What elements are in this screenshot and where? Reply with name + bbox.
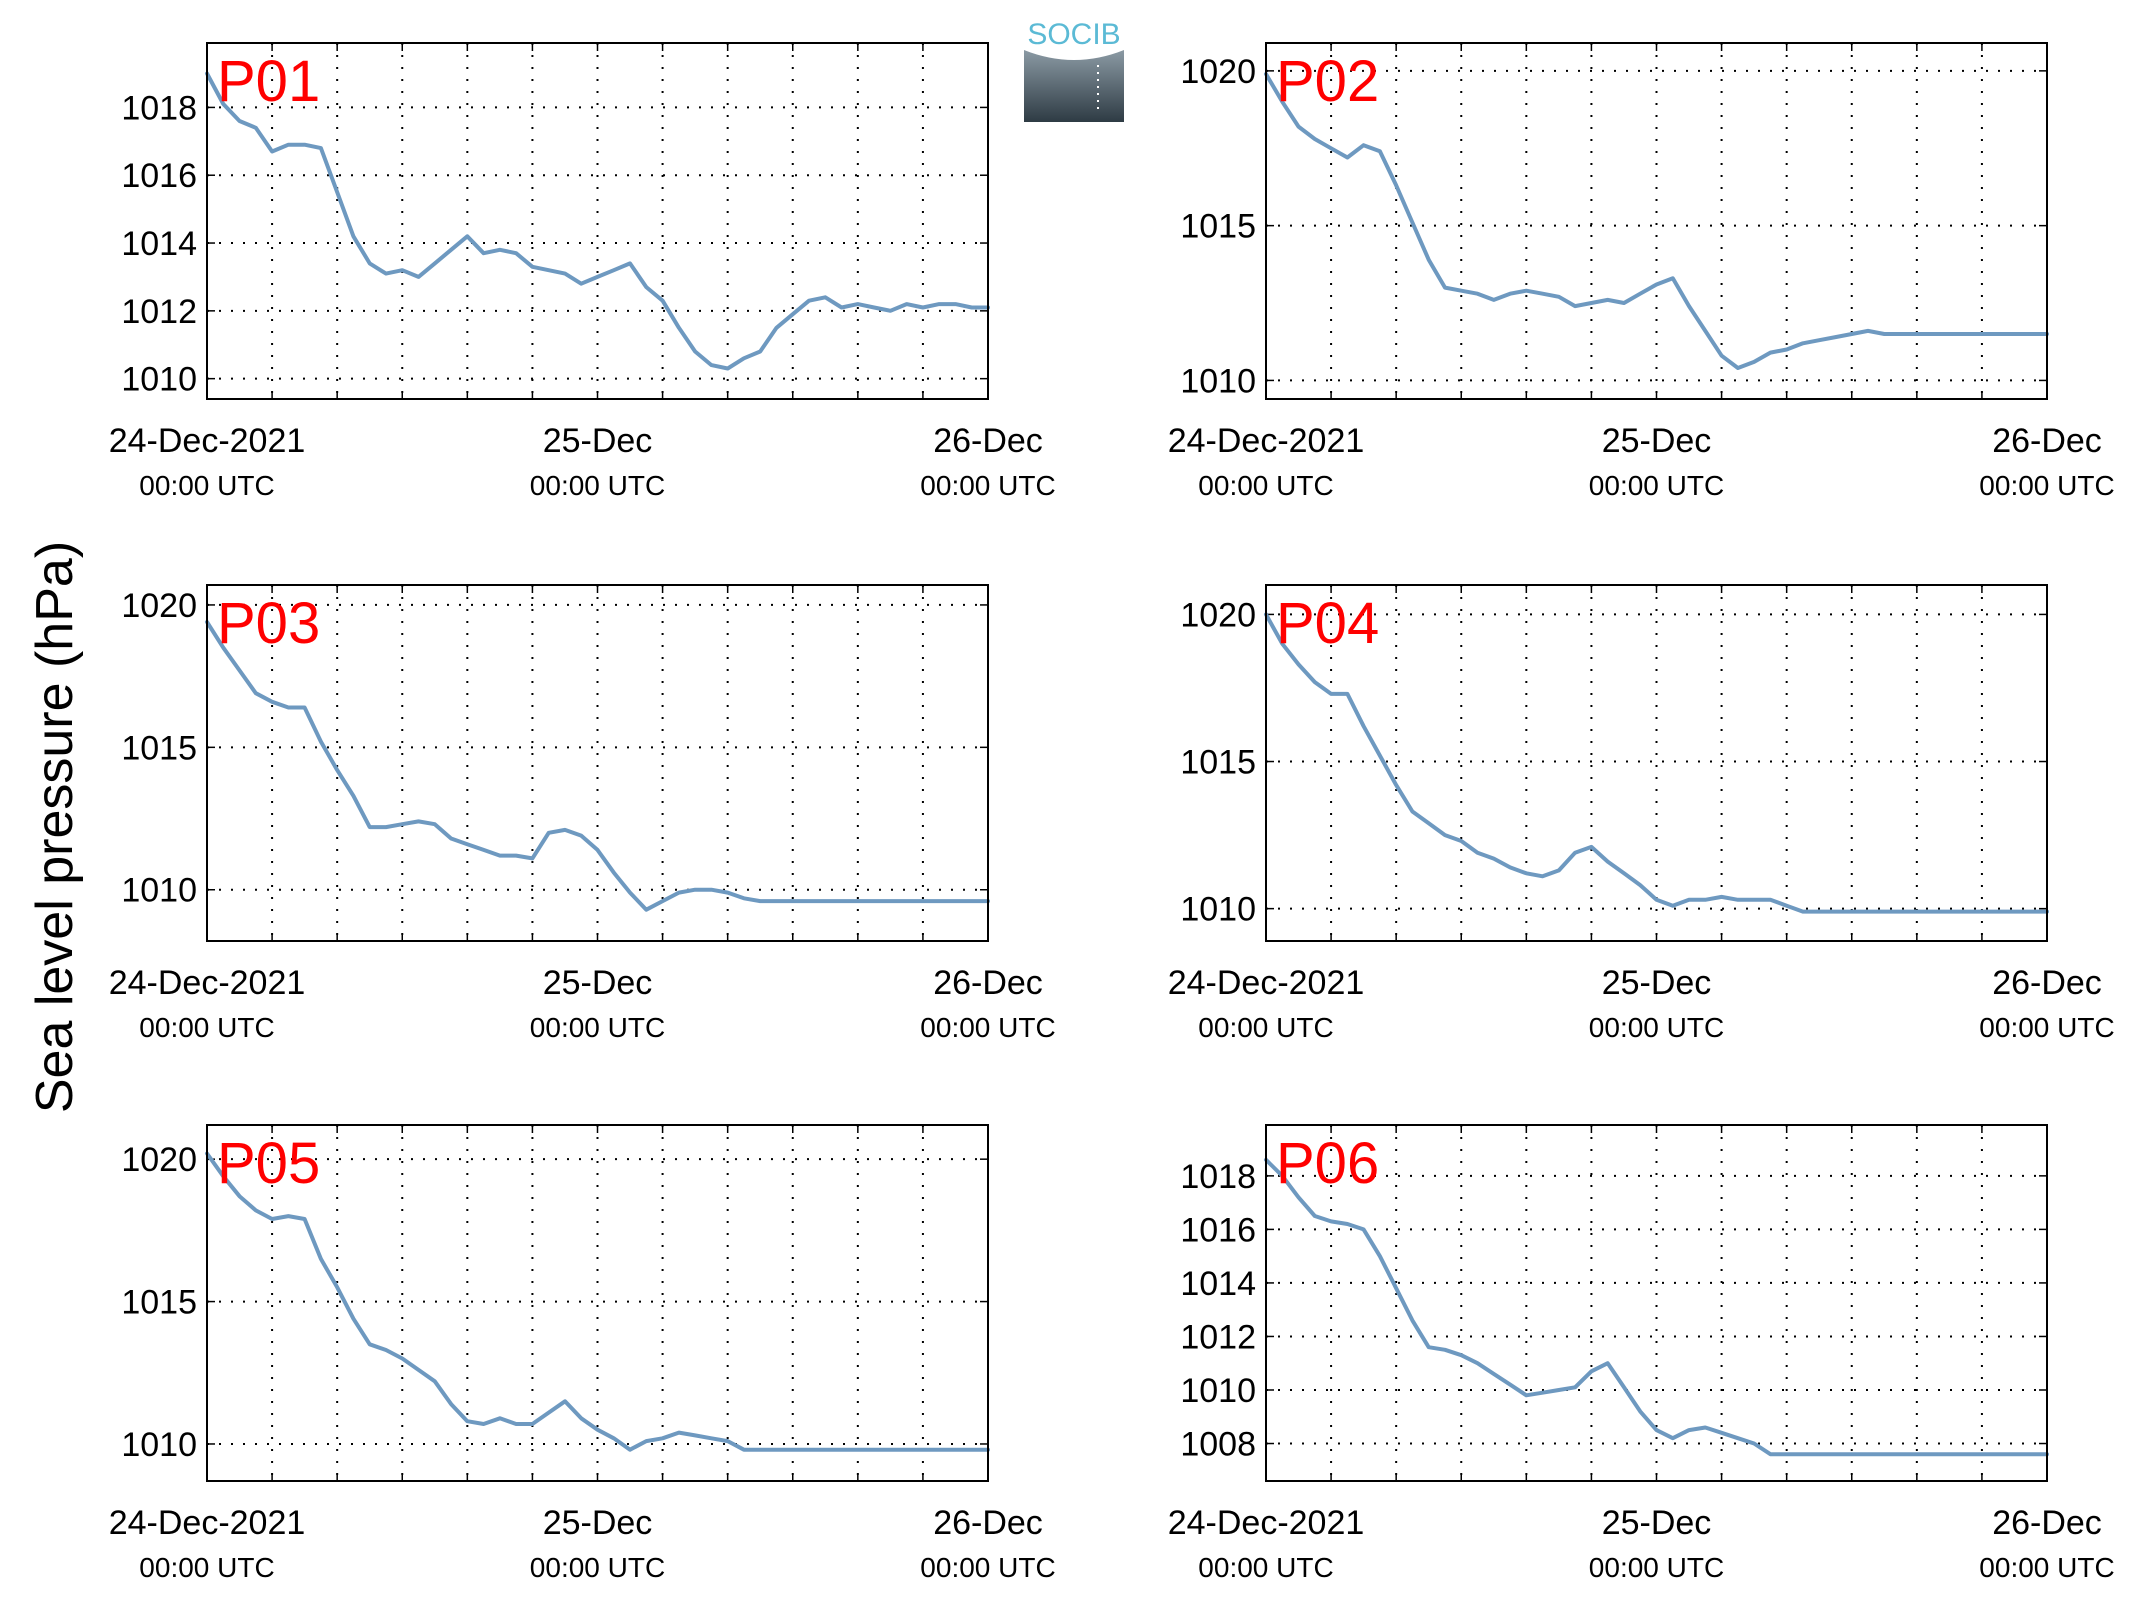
- socib-logo: SOCIB: [1024, 18, 1124, 122]
- y-axis-label: Sea level pressure (hPa): [26, 541, 84, 1113]
- axes-frame: [1265, 584, 2048, 942]
- y-tick-label: 1015: [1180, 744, 1256, 782]
- x-tick-sublabel: 00:00 UTC: [1198, 1012, 1333, 1043]
- x-tick-label: 26-Dec: [1992, 422, 2102, 460]
- panel-p06: 1008 1010 1012 1014 1016 1018 24-Dec-2021 00:00…: [1168, 1124, 2115, 1583]
- panel-label: P06: [1276, 1131, 1379, 1196]
- panel-label: P01: [217, 49, 320, 114]
- y-tick-label: 1010: [121, 361, 197, 399]
- x-tick-sublabel: 00:00 UTC: [1589, 1012, 1724, 1043]
- y-tick-label: 1012: [1180, 1318, 1256, 1356]
- y-tick-label: 1018: [1180, 1158, 1256, 1196]
- x-tick-sublabel: 00:00 UTC: [920, 1552, 1055, 1583]
- x-tick-sublabel: 00:00 UTC: [1979, 1552, 2114, 1583]
- x-tick-sublabel: 00:00 UTC: [1589, 470, 1724, 501]
- panel-label: P05: [217, 1131, 320, 1196]
- x-tick-label: 25-Dec: [1602, 422, 1712, 460]
- series-line: [1264, 72, 2049, 370]
- x-tick-sublabel: 00:00 UTC: [1979, 470, 2114, 501]
- x-tick-sublabel: 00:00 UTC: [920, 1012, 1055, 1043]
- x-tick-sublabel: 00:00 UTC: [920, 470, 1055, 501]
- x-tick-label: 26-Dec: [933, 1504, 1043, 1542]
- x-tick-label: 25-Dec: [1602, 964, 1712, 1002]
- x-tick-label: 24-Dec-2021: [109, 964, 306, 1002]
- panel-p01: 1010 1012 1014 1016 1018 24-Dec-2021 00:00 UTC…: [109, 42, 1056, 501]
- axes-frame: [206, 42, 989, 400]
- x-tick-label: 25-Dec: [543, 964, 653, 1002]
- y-tick-label: 1008: [1180, 1426, 1256, 1464]
- x-tick-label: 24-Dec-2021: [1168, 964, 1365, 1002]
- axes-frame: [1265, 42, 2048, 400]
- x-tick-sublabel: 00:00 UTC: [530, 470, 665, 501]
- y-tick-label: 1018: [121, 89, 197, 127]
- axes-frame: [206, 584, 989, 942]
- x-tick-label: 26-Dec: [933, 964, 1043, 1002]
- x-tick-label: 26-Dec: [1992, 964, 2102, 1002]
- y-tick-label: 1020: [1180, 596, 1256, 634]
- y-tick-label: 1015: [121, 1284, 197, 1322]
- y-tick-label: 1010: [1180, 362, 1256, 400]
- x-tick-label: 24-Dec-2021: [1168, 1504, 1365, 1542]
- series-line: [1264, 1157, 2049, 1457]
- x-tick-label: 26-Dec: [1992, 1504, 2102, 1542]
- panel-label: P02: [1276, 49, 1379, 114]
- x-tick-label: 24-Dec-2021: [109, 422, 306, 460]
- y-tick-label: 1010: [1180, 891, 1256, 929]
- x-tick-sublabel: 00:00 UTC: [530, 1012, 665, 1043]
- y-tick-label: 1015: [121, 729, 197, 767]
- panels: 1010 1012 1014 1016 1018 24-Dec-2021 00:00 UTC…: [109, 42, 2115, 1583]
- y-tick-label: 1010: [1180, 1372, 1256, 1410]
- x-tick-label: 25-Dec: [543, 422, 653, 460]
- x-tick-sublabel: 00:00 UTC: [1589, 1552, 1724, 1583]
- panel-label: P04: [1276, 591, 1379, 656]
- x-tick-sublabel: 00:00 UTC: [1979, 1012, 2114, 1043]
- x-tick-label: 25-Dec: [1602, 1504, 1712, 1542]
- y-tick-label: 1014: [1180, 1265, 1256, 1303]
- panel-p04: 1010 1015 1020 24-Dec-2021 00:00 UTC 25-Dec 00…: [1168, 584, 2115, 1043]
- panel-label: P03: [217, 591, 320, 656]
- panel-p03: 1010 1015 1020 24-Dec-2021 00:00 UTC 25-Dec 00…: [109, 584, 1056, 1043]
- x-tick-sublabel: 00:00 UTC: [1198, 1552, 1333, 1583]
- x-tick-label: 26-Dec: [933, 422, 1043, 460]
- y-tick-label: 1010: [121, 1426, 197, 1464]
- x-tick-label: 25-Dec: [543, 1504, 653, 1542]
- series-line: [205, 71, 990, 371]
- y-tick-label: 1010: [121, 872, 197, 910]
- series-line: [1264, 612, 2049, 914]
- x-tick-sublabel: 00:00 UTC: [1198, 470, 1333, 501]
- y-tick-label: 1014: [121, 225, 197, 263]
- panel-p02: 1010 1015 1020 24-Dec-2021 00:00 UTC 25-Dec 00…: [1168, 42, 2115, 501]
- x-tick-label: 24-Dec-2021: [109, 1504, 306, 1542]
- x-tick-sublabel: 00:00 UTC: [139, 1012, 274, 1043]
- panel-p05: 1010 1015 1020 24-Dec-2021 00:00 UTC 25-Dec 00…: [109, 1124, 1056, 1583]
- y-tick-label: 1015: [1180, 208, 1256, 246]
- axes-frame: [1265, 1124, 2048, 1482]
- y-tick-label: 1016: [121, 157, 197, 195]
- x-tick-sublabel: 00:00 UTC: [530, 1552, 665, 1583]
- y-tick-label: 1020: [121, 1141, 197, 1179]
- series-line: [205, 620, 990, 912]
- axes-frame: [206, 1124, 989, 1482]
- x-tick-label: 24-Dec-2021: [1168, 422, 1365, 460]
- y-tick-label: 1020: [121, 587, 197, 625]
- y-tick-label: 1016: [1180, 1211, 1256, 1249]
- y-tick-label: 1012: [121, 293, 197, 331]
- series-line: [205, 1151, 990, 1452]
- y-tick-label: 1020: [1180, 53, 1256, 91]
- logo-text: SOCIB: [1027, 18, 1120, 51]
- x-tick-sublabel: 00:00 UTC: [139, 1552, 274, 1583]
- x-tick-sublabel: 00:00 UTC: [139, 470, 274, 501]
